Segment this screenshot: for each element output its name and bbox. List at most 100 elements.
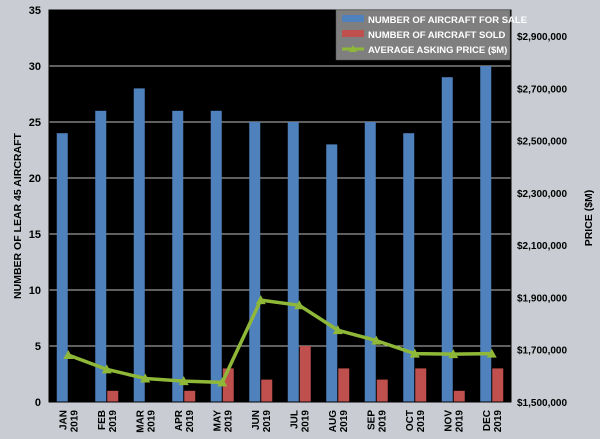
price-line xyxy=(67,298,492,385)
x-tick-month: JUL xyxy=(289,410,300,429)
x-tick-month: DEC xyxy=(482,410,493,431)
x-tick-label: JAN 2019 xyxy=(58,410,80,433)
bar-sold xyxy=(107,390,119,402)
x-tick-year: 2019 xyxy=(493,410,504,433)
x-tick-label: SEP 2019 xyxy=(366,410,388,433)
x-tick-month: SEP xyxy=(366,410,377,430)
y-tick-label: 0 xyxy=(35,397,41,409)
bar-for-sale xyxy=(210,110,222,403)
bar-for-sale xyxy=(249,122,261,402)
bar-for-sale xyxy=(441,77,453,402)
x-tick-month: AUG xyxy=(328,410,339,432)
y-tick-label: 15 xyxy=(29,229,41,241)
y2-tick-label: $2,900,000 xyxy=(517,32,567,43)
plot-area xyxy=(49,10,511,402)
bar-for-sale xyxy=(403,133,415,402)
x-tick-month: APR xyxy=(174,409,185,431)
bar-sold xyxy=(184,390,196,402)
legend-label: NUMBER OF AIRCRAFT SOLD xyxy=(368,30,506,41)
x-tick-label: APR 2019 xyxy=(174,409,196,432)
x-tick-year: 2019 xyxy=(416,410,427,433)
y2-tick-label: $2,500,000 xyxy=(517,137,567,148)
x-tick-year: 2019 xyxy=(300,410,311,433)
y-tick-label: 20 xyxy=(29,173,41,185)
y2-tick-label: $1,900,000 xyxy=(517,293,567,304)
y2-tick-label: $1,700,000 xyxy=(517,346,567,357)
y-axis-title: NUMBER OF LEAR 45 AIRCRAFT xyxy=(12,132,24,298)
legend-swatch xyxy=(342,30,364,37)
y2-tick-label: $1,500,000 xyxy=(517,398,567,409)
price-marker xyxy=(63,349,74,359)
price-marker xyxy=(255,295,266,305)
x-tick-year: 2019 xyxy=(377,410,388,433)
y-tick-label: 10 xyxy=(29,285,41,297)
bar-sold xyxy=(415,368,427,402)
y2-tick-label: $2,100,000 xyxy=(517,241,567,252)
bar-for-sale xyxy=(56,133,68,402)
x-tick-label: DEC 2019 xyxy=(482,410,504,433)
x-tick-year: 2019 xyxy=(262,410,273,433)
price-marker xyxy=(409,348,420,358)
bar-for-sale xyxy=(172,110,184,403)
x-tick-month: JUN xyxy=(251,410,262,430)
x-tick-label: OCT 2019 xyxy=(405,410,427,433)
y2-tick-label: $2,300,000 xyxy=(517,189,567,200)
x-tick-label: MAY 2019 xyxy=(212,410,234,433)
y-tick-label: 30 xyxy=(29,61,41,73)
y2-tick-label: $2,700,000 xyxy=(517,84,567,95)
x-tick-label: NOV 2019 xyxy=(443,410,465,433)
price-marker xyxy=(332,325,343,335)
y-tick-label: 35 xyxy=(29,5,41,17)
x-tick-month: MAY xyxy=(212,410,223,432)
bar-sold xyxy=(453,390,465,402)
bar-for-sale xyxy=(326,144,338,402)
x-tick-year: 2019 xyxy=(339,410,350,433)
x-tick-month: NOV xyxy=(443,410,454,432)
y-tick-label: 25 xyxy=(29,117,41,129)
x-tick-label: AUG 2019 xyxy=(328,410,350,433)
x-tick-month: JAN xyxy=(58,410,69,430)
x-tick-label: JUL 2019 xyxy=(289,410,311,433)
bar-sold xyxy=(299,346,311,402)
bar-sold xyxy=(222,368,234,402)
price-marker xyxy=(217,377,228,387)
bar-sold xyxy=(492,368,504,402)
price-marker xyxy=(448,349,459,359)
price-marker xyxy=(101,364,112,374)
x-tick-year: 2019 xyxy=(185,410,196,433)
legend-box xyxy=(335,9,511,61)
x-tick-month: OCT xyxy=(405,410,416,431)
bar-for-sale xyxy=(95,110,107,403)
bar-for-sale xyxy=(364,122,376,402)
legend-swatch xyxy=(342,15,364,22)
price-marker xyxy=(371,335,382,345)
legend-label: AVERAGE ASKING PRICE ($M) xyxy=(368,45,507,56)
x-tick-year: 2019 xyxy=(69,410,80,433)
price-marker xyxy=(486,348,497,358)
y-tick-label: 5 xyxy=(35,341,41,353)
bar-for-sale xyxy=(287,122,299,402)
x-tick-label: MAR 2019 xyxy=(135,409,157,433)
x-tick-month: FEB xyxy=(97,410,108,430)
bar-for-sale xyxy=(133,88,145,403)
y2-axis-title: PRICE ($M) xyxy=(583,190,595,247)
bar-sold xyxy=(338,368,350,402)
legend-marker xyxy=(349,45,357,52)
bar-sold xyxy=(376,379,388,402)
x-tick-month: MAR xyxy=(135,409,146,433)
bar-sold xyxy=(261,379,273,402)
x-tick-year: 2019 xyxy=(146,410,157,433)
legend-label: NUMBER OF AIRCRAFT FOR SALE xyxy=(368,15,527,26)
x-tick-year: 2019 xyxy=(223,410,234,433)
price-marker xyxy=(178,376,189,386)
x-tick-label: JUN 2019 xyxy=(251,410,273,433)
x-tick-label: FEB 2019 xyxy=(97,410,119,433)
price-marker xyxy=(294,300,305,310)
x-tick-year: 2019 xyxy=(108,410,119,433)
bar-for-sale xyxy=(480,66,492,402)
x-tick-year: 2019 xyxy=(454,410,465,433)
plot-border xyxy=(48,9,512,403)
price-marker xyxy=(140,373,151,383)
